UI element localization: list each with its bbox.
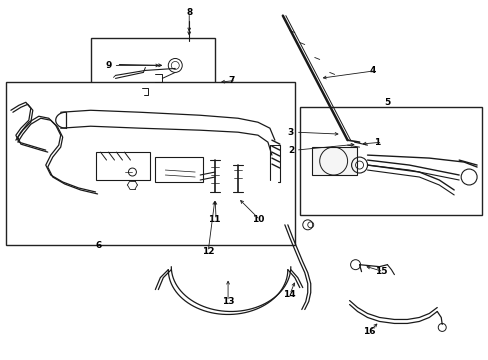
Bar	[6, 82, 294, 245]
Text: 11: 11	[208, 215, 220, 224]
Text: 5: 5	[384, 98, 390, 107]
Text: 13: 13	[222, 297, 234, 306]
Bar	[184, 41, 194, 49]
Bar	[95, 152, 150, 180]
Text: 3: 3	[287, 128, 293, 137]
Text: 15: 15	[375, 267, 387, 276]
Text: 14: 14	[283, 290, 296, 299]
Text: 12: 12	[202, 247, 214, 256]
Text: 6: 6	[95, 241, 102, 250]
Text: 10: 10	[251, 215, 264, 224]
Text: 16: 16	[363, 327, 375, 336]
Bar	[337, 125, 349, 135]
Bar	[155, 157, 203, 182]
Bar	[299, 107, 481, 215]
Text: 9: 9	[105, 61, 112, 70]
Bar	[90, 37, 215, 105]
Text: 8: 8	[186, 8, 192, 17]
Text: 1: 1	[374, 138, 380, 147]
Text: 7: 7	[227, 76, 234, 85]
Text: 2: 2	[287, 145, 293, 154]
Bar	[311, 147, 356, 175]
Text: 4: 4	[369, 66, 375, 75]
